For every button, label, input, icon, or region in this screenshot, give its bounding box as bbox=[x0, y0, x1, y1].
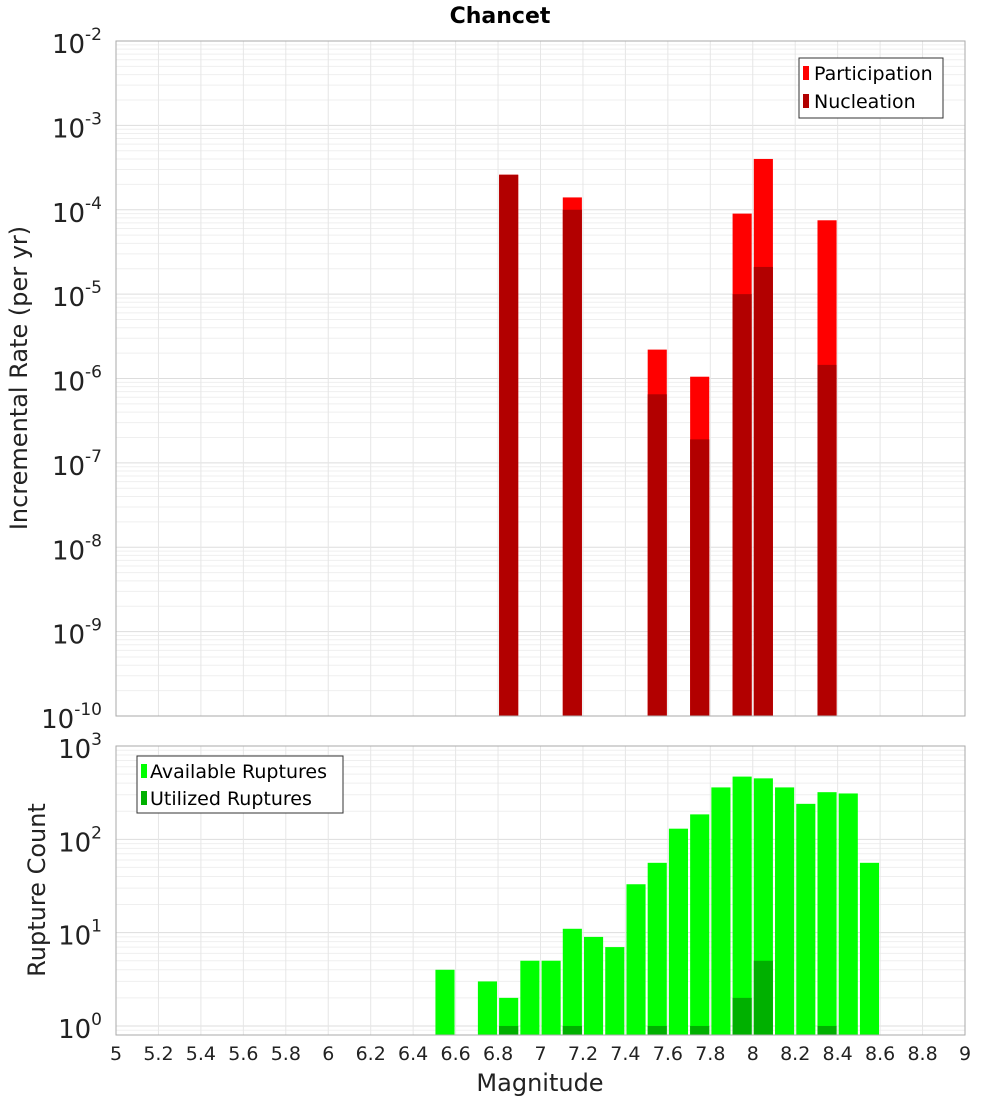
bar-nucleation bbox=[753, 266, 773, 716]
top-y-axis-label: Incremental Rate (per yr) bbox=[5, 226, 33, 530]
top-y-tick-label: 10-9 bbox=[52, 616, 102, 651]
x-tick-label: 5.8 bbox=[271, 1043, 301, 1065]
bar-utilized-ruptures bbox=[647, 1025, 667, 1035]
legend-label-participation: Participation bbox=[814, 63, 933, 85]
x-tick-label: 6.8 bbox=[483, 1043, 513, 1065]
bottom-y-tick-label: 100 bbox=[58, 1010, 102, 1045]
x-tick-label: 5.4 bbox=[186, 1043, 216, 1065]
bottom-legend-box bbox=[136, 755, 344, 814]
bar-available-ruptures bbox=[796, 803, 816, 1035]
legend-swatch-participation bbox=[803, 66, 809, 80]
bar-utilized-ruptures bbox=[817, 1025, 837, 1035]
x-tick-label: 8.6 bbox=[865, 1043, 895, 1065]
top-y-tick-label: 10-3 bbox=[52, 109, 102, 144]
chart-title: Chancet bbox=[450, 4, 551, 29]
legend-label-available: Available Ruptures bbox=[150, 761, 327, 783]
x-tick-label: 8 bbox=[747, 1043, 759, 1065]
bottom-bars bbox=[435, 776, 880, 1035]
top-legend: Participation Nucleation bbox=[798, 57, 944, 119]
bar-available-ruptures bbox=[541, 960, 561, 1035]
bar-available-ruptures bbox=[817, 792, 837, 1035]
legend-label-nucleation: Nucleation bbox=[814, 91, 916, 113]
x-tick-label: 6.4 bbox=[398, 1043, 428, 1065]
x-tick-label: 8.8 bbox=[907, 1043, 937, 1065]
top-y-tick-label: 10-10 bbox=[41, 700, 102, 735]
bar-available-ruptures bbox=[626, 884, 646, 1035]
bar-utilized-ruptures bbox=[732, 997, 752, 1035]
x-tick-label: 5.6 bbox=[228, 1043, 258, 1065]
x-tick-label: 5.2 bbox=[143, 1043, 173, 1065]
top-y-tick-label: 10-4 bbox=[52, 194, 102, 229]
x-axis-label: Magnitude bbox=[476, 1069, 603, 1097]
bar-available-ruptures bbox=[605, 947, 625, 1035]
top-y-tick-label: 10-5 bbox=[52, 278, 102, 313]
bar-available-ruptures bbox=[775, 787, 795, 1035]
top-bars bbox=[499, 158, 837, 717]
bar-nucleation bbox=[562, 209, 582, 716]
bar-available-ruptures bbox=[435, 969, 455, 1035]
x-tick-label: 6 bbox=[322, 1043, 334, 1065]
bar-available-ruptures bbox=[690, 814, 710, 1035]
x-tick-label: 6.2 bbox=[356, 1043, 386, 1065]
bar-available-ruptures bbox=[711, 787, 731, 1035]
x-tick-labels: 5 5.2 5.4 5.6 5.8 6 6.2 6.4 6.6 6.8 7 7.2 7.4 7.6 7.8 8… bbox=[110, 1043, 971, 1065]
bar-available-ruptures bbox=[499, 997, 519, 1035]
x-tick-label: 7.4 bbox=[610, 1043, 640, 1065]
bar-available-ruptures bbox=[668, 828, 689, 1035]
x-tick-label: 5 bbox=[110, 1043, 122, 1065]
bottom-y-axis-label: Rupture Count bbox=[23, 803, 51, 977]
bar-available-ruptures bbox=[859, 862, 880, 1035]
bar-utilized-ruptures bbox=[753, 960, 773, 1035]
x-tick-label: 8.4 bbox=[823, 1043, 853, 1065]
bottom-legend: Available Ruptures Utilized Ruptures bbox=[136, 755, 344, 814]
bar-available-ruptures bbox=[477, 981, 497, 1035]
top-y-tick-label: 10-8 bbox=[52, 531, 102, 566]
bottom-y-tick-label: 103 bbox=[58, 730, 102, 765]
x-tick-label: 8.2 bbox=[780, 1043, 810, 1065]
top-y-tick-label: 10-7 bbox=[52, 447, 102, 482]
bar-utilized-ruptures bbox=[562, 1025, 582, 1035]
bar-nucleation bbox=[732, 294, 752, 716]
bar-available-ruptures bbox=[647, 862, 667, 1035]
top-y-tick-labels: 10-10 10-9 10-8 10-7 10-6 10-5 10-4 10-3 10-2 bbox=[41, 25, 102, 735]
bar-available-ruptures bbox=[584, 936, 604, 1035]
top-legend-box bbox=[798, 57, 944, 119]
top-y-tick-label: 10-6 bbox=[52, 363, 102, 398]
legend-label-utilized: Utilized Ruptures bbox=[150, 788, 312, 810]
bar-nucleation bbox=[647, 394, 667, 716]
x-tick-label: 6.6 bbox=[440, 1043, 470, 1065]
bar-available-ruptures bbox=[838, 793, 858, 1035]
bottom-y-tick-label: 102 bbox=[58, 823, 102, 858]
bottom-plot-frame bbox=[115, 745, 966, 1036]
bar-nucleation bbox=[499, 174, 519, 716]
legend-swatch-available bbox=[141, 764, 147, 778]
top-grid bbox=[115, 40, 966, 717]
bar-available-ruptures bbox=[562, 928, 582, 1035]
bar-nucleation bbox=[690, 439, 710, 716]
bottom-y-tick-labels: 100 101 102 103 bbox=[58, 730, 102, 1045]
bar-utilized-ruptures bbox=[690, 1025, 710, 1035]
x-tick-label: 7.6 bbox=[653, 1043, 683, 1065]
x-tick-label: 9 bbox=[959, 1043, 971, 1065]
x-tick-label: 7 bbox=[534, 1043, 546, 1065]
legend-swatch-nucleation bbox=[803, 94, 809, 108]
bar-available-ruptures bbox=[732, 776, 752, 1035]
bottom-y-tick-label: 101 bbox=[58, 917, 102, 952]
bar-utilized-ruptures bbox=[499, 1025, 519, 1035]
top-plot-frame bbox=[115, 40, 966, 717]
legend-swatch-utilized bbox=[141, 791, 147, 805]
bar-nucleation bbox=[817, 364, 837, 716]
x-tick-label: 7.8 bbox=[695, 1043, 725, 1065]
x-tick-label: 7.2 bbox=[568, 1043, 598, 1065]
top-y-tick-label: 10-2 bbox=[52, 25, 102, 60]
bar-available-ruptures bbox=[520, 960, 540, 1035]
